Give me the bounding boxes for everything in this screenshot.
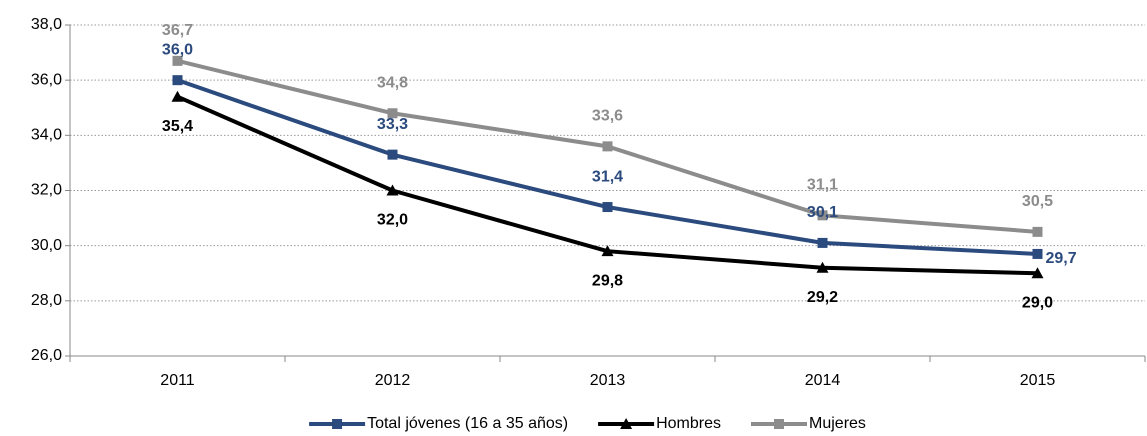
data-label: 30,5 [1022, 193, 1053, 210]
data-label: 29,2 [807, 289, 838, 306]
data-point [387, 108, 398, 119]
data-label: 33,3 [377, 116, 408, 133]
y-tick-label: 28,0 [31, 292, 62, 309]
data-label: 34,8 [377, 74, 408, 91]
y-tick-label: 34,0 [31, 127, 62, 144]
data-point [387, 149, 398, 160]
data-point [172, 55, 183, 66]
data-point [1031, 267, 1044, 279]
data-point [386, 184, 399, 196]
data-label: 30,1 [807, 204, 838, 221]
data-label: 31,1 [807, 177, 838, 194]
data-label: 33,6 [592, 108, 623, 125]
data-point [601, 245, 614, 257]
x-tick-label: 2015 [1020, 372, 1056, 389]
data-point [1032, 248, 1043, 259]
y-tick-label: 36,0 [31, 71, 62, 88]
data-point [602, 202, 613, 213]
x-tick-label: 2013 [590, 372, 626, 389]
data-point [171, 90, 184, 102]
x-tick-label: 2012 [375, 372, 411, 389]
y-tick-label: 26,0 [31, 347, 62, 364]
data-label: 29,8 [592, 272, 623, 289]
y-tick-label: 38,0 [31, 16, 62, 33]
data-point [816, 261, 829, 273]
data-point [817, 210, 828, 221]
data-label: 29,0 [1022, 294, 1053, 311]
legend-label: Mujeres [809, 415, 866, 432]
y-tick-label: 32,0 [31, 182, 62, 199]
x-tick-label: 2011 [160, 372, 195, 389]
data-point [602, 141, 613, 152]
data-label: 36,7 [162, 22, 193, 39]
legend-marker [332, 419, 343, 429]
legend-marker [774, 419, 785, 429]
data-label: 35,4 [162, 118, 193, 135]
data-point [817, 237, 828, 248]
legend-label: Hombres [656, 415, 721, 432]
series-line [176, 78, 1038, 256]
data-point [1032, 226, 1043, 237]
data-point [172, 75, 183, 86]
data-label: 32,0 [377, 212, 408, 229]
legend: Total jóvenes (16 a 35 años) Hombres Mujer… [309, 415, 866, 432]
data-label: 29,7 [1046, 250, 1077, 267]
legend-label: Total jóvenes (16 a 35 años) [367, 415, 568, 432]
y-tick-label: 30,0 [31, 237, 62, 254]
data-label: 31,4 [592, 168, 623, 185]
legend-marker [620, 418, 633, 429]
x-tick-label: 2014 [805, 372, 841, 389]
data-label: 36,0 [162, 41, 193, 58]
